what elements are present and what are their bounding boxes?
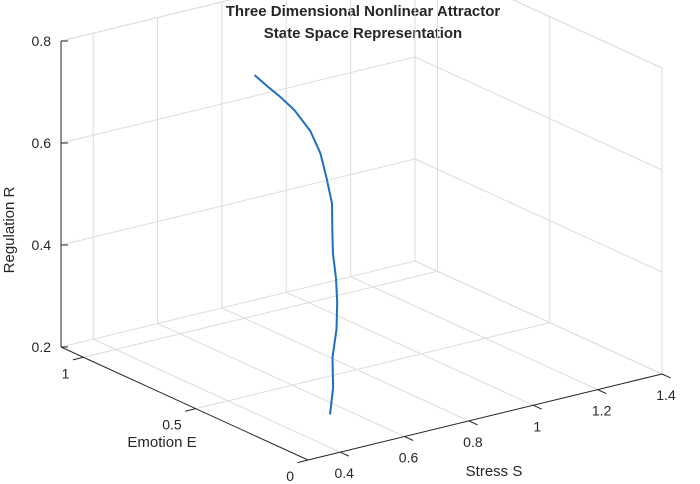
box-edge-top-right (512, 0, 663, 69)
series (254, 74, 339, 415)
z-tick-label-1: 0.4 (32, 237, 52, 253)
x-tick-1 (404, 436, 414, 441)
side-wall-grid-z-1 (414, 158, 663, 273)
axes (60, 40, 671, 464)
x-tick-label-1: 0.6 (399, 450, 419, 466)
x-tick-label-3: 1 (533, 418, 541, 434)
side-wall-grid-z-2 (414, 56, 663, 171)
chart-title-line-2: State Space Representation (264, 25, 462, 42)
series-line-0 (254, 74, 339, 415)
y-tick-label-1: 0.5 (162, 417, 182, 433)
x-tick-label-0: 0.4 (334, 465, 354, 481)
x-axis-label: Stress S (466, 463, 523, 480)
grid-lines (60, 0, 663, 461)
chart-title-line-1: Three Dimensional Nonlinear Attractor (226, 3, 501, 20)
floor-grid-x-3 (286, 291, 534, 406)
y-axis-label: Emotion E (127, 434, 196, 451)
side-wall-grid-z-0 (414, 260, 663, 375)
y-tick-1 (184, 408, 196, 412)
z-tick-label-3: 0.8 (32, 33, 52, 49)
x-tick-label-5: 1.4 (656, 387, 676, 403)
x-tick-3 (533, 404, 543, 410)
z-axis-label: Regulation R (1, 186, 18, 273)
z-tick-label-0: 0.2 (32, 339, 52, 355)
y-axis-line (60, 346, 309, 461)
back-wall-grid-z-0 (60, 260, 416, 348)
z-tick-label-2: 0.6 (32, 135, 52, 151)
x-tick-2 (468, 420, 478, 426)
floor-grid-y-1 (195, 322, 550, 410)
x-tick-0 (339, 451, 350, 457)
back-wall-grid-z-1 (60, 158, 416, 246)
floor-grid-x-4 (350, 276, 598, 391)
x-tick-5 (661, 373, 671, 379)
x-tick-label-2: 0.8 (463, 434, 483, 450)
floor-grid-x-1 (157, 323, 405, 438)
y-tick-0 (297, 459, 309, 464)
box-edge-top-back (60, 0, 232, 42)
floor-grid-x-0 (92, 338, 341, 453)
y-tick-2 (72, 356, 84, 361)
back-wall-grid-z-2 (60, 56, 416, 144)
y-tick-label-0: 0 (286, 468, 294, 484)
tick-labels: 0.4 0.6 0.8 1 1.2 1.4 0 0.5 1 0.2 0.4 0.6 0.8 (32, 33, 676, 484)
x-tick-label-4: 1.2 (592, 403, 612, 419)
x-tick-4 (597, 389, 607, 395)
floor-grid-y-2 (83, 270, 438, 358)
floor-grid-x-2 (221, 307, 470, 422)
y-tick-label-2: 1 (62, 365, 70, 381)
x-axis-line (307, 373, 663, 461)
